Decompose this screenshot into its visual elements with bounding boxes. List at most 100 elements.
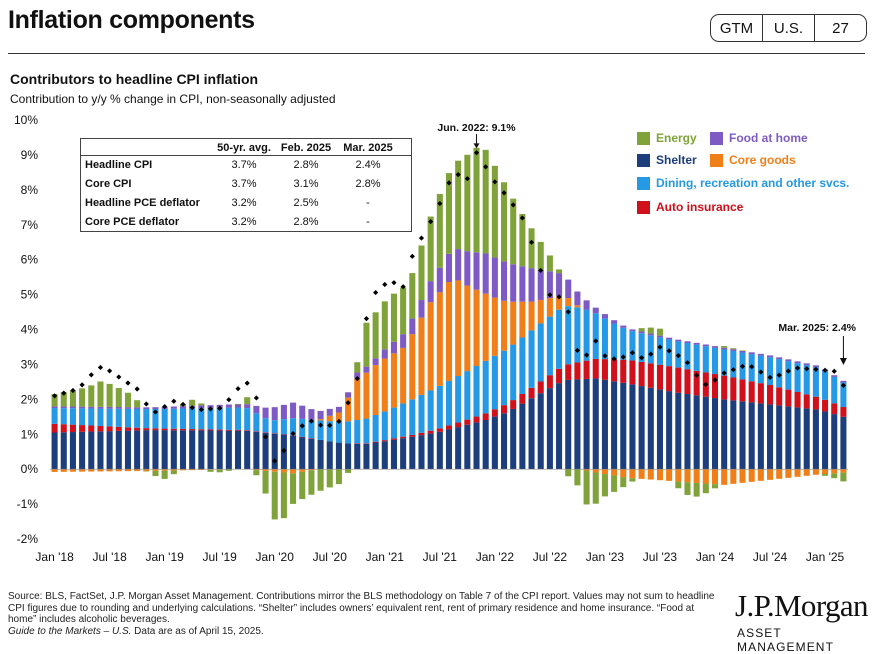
headline-cpi-marker [611,356,617,362]
bar-segment-auto [354,443,361,444]
page-number: 27 [814,15,866,41]
bar-segment-dining [592,313,599,359]
bar-segment-energy [235,403,242,405]
bar-segment-auto [106,426,113,432]
bar-segment-core-goods [179,469,187,471]
bar-segment-energy [381,301,388,350]
bar-segment-food [60,406,67,409]
bar-segment-core-goods [207,469,214,470]
bar-segment-core-goods [51,469,58,472]
bar-segment-food [409,318,416,335]
bar-segment-shelter [363,443,370,470]
legend-auto-swatch [637,200,650,214]
bar-segment-energy [491,165,498,258]
bar-segment-shelter [611,381,618,470]
bar-segment-shelter [519,403,526,470]
row-feb-value: 2.5% [293,197,319,209]
bar-segment-dining [445,380,453,426]
bar-segment-shelter [491,416,498,470]
bar-segment-food [262,407,269,419]
bar-segment-shelter [317,439,324,470]
bar-segment-core-goods [134,469,141,472]
bar-segment-auto [207,429,214,431]
bar-segment-dining [702,346,709,373]
headline-cpi-marker [446,180,452,186]
bar-segment-dining [528,330,535,388]
bar-segment-auto [601,359,608,380]
bar-segment-auto [519,393,526,404]
bar-segment-dining [546,316,553,376]
bar-segment-core-goods [161,469,168,471]
bar-segment-energy [730,348,737,350]
bar-segment-core-goods [60,469,67,472]
bar-segment-core-goods [88,469,95,472]
bar-segment-dining [656,337,663,365]
bar-segment-auto [803,394,810,409]
bar-segment-food [537,269,544,300]
row-50yr-value: 3.2% [231,197,257,209]
y-tick-label: 2% [21,392,39,406]
bar-segment-energy [629,478,636,482]
bar-segment-energy [611,475,618,492]
bar-segment-shelter [244,430,251,470]
bar-segment-energy [115,388,122,408]
chart-title: Contributors to headline CPI inflation [10,71,259,87]
row-50yr-value: 3.7% [231,178,257,190]
bar-segment-auto [482,413,489,420]
headline-cpi-marker [437,200,443,207]
bar-segment-auto [390,438,397,440]
headline-cpi-marker [262,434,269,440]
bar-segment-shelter [620,382,627,470]
bar-segment-food [308,409,315,420]
bar-segment-food [482,253,489,294]
bar-segment-dining [97,408,104,426]
row-label: Headline CPI [85,159,153,171]
bar-segment-auto [537,381,544,394]
stacked-bars [51,147,847,520]
headline-cpi-marker [171,398,177,404]
headline-cpi-marker [657,344,663,350]
bar-segment-food [143,407,150,410]
bar-segment-dining [601,318,608,360]
headline-cpi-marker [528,239,535,245]
bar-segment-dining [620,327,627,360]
bar-segment-shelter [501,413,508,470]
bar-segment-core-goods [510,301,517,345]
y-tick-label: 8% [21,183,39,197]
bar-segment-food [170,406,177,409]
bar-segment-shelter [299,437,306,470]
y-tick-label: 10% [14,113,38,127]
jpmorgan-logo: J.P.Morgan [735,588,869,623]
bar-segment-shelter [730,400,737,470]
legend-shelter-label: Shelter [656,153,697,167]
bar-segment-core-goods [124,469,131,472]
bar-segment-core-goods [445,282,453,381]
asset-management-label: ASSET MANAGEMENT [737,626,835,654]
headline-cpi-marker [363,316,370,322]
source-footnote: Source: BLS, FactSet, J.P. Morgan Asset … [8,591,723,637]
bar-segment-dining [400,403,407,437]
bar-segment-food [445,253,453,283]
bar-segment-dining [767,357,774,386]
bar-segment-auto [510,400,517,409]
bar-segment-auto [812,396,819,410]
bar-segment-auto [253,431,260,432]
bar-segment-shelter [583,378,590,470]
bar-segment-core-goods [317,419,324,421]
guide-tag-region: U.S. [762,15,814,41]
bar-segment-dining [427,390,434,431]
bar-segment-energy [510,198,517,265]
bar-segment-energy [354,362,361,373]
bar-segment-dining [831,376,838,404]
bar-segment-food [510,264,517,302]
bar-segment-shelter [840,416,847,470]
table-header-feb: Feb. 2025 [280,142,332,154]
bar-segment-shelter [748,402,755,470]
legend-food: Food at home [710,131,808,145]
bar-segment-core-goods [776,469,783,479]
headline-cpi-marker [418,235,425,241]
bar-segment-energy [262,470,269,494]
bar-segment-food [702,344,709,347]
headline-cpi-marker [574,347,581,353]
bar-segment-shelter [79,431,86,470]
